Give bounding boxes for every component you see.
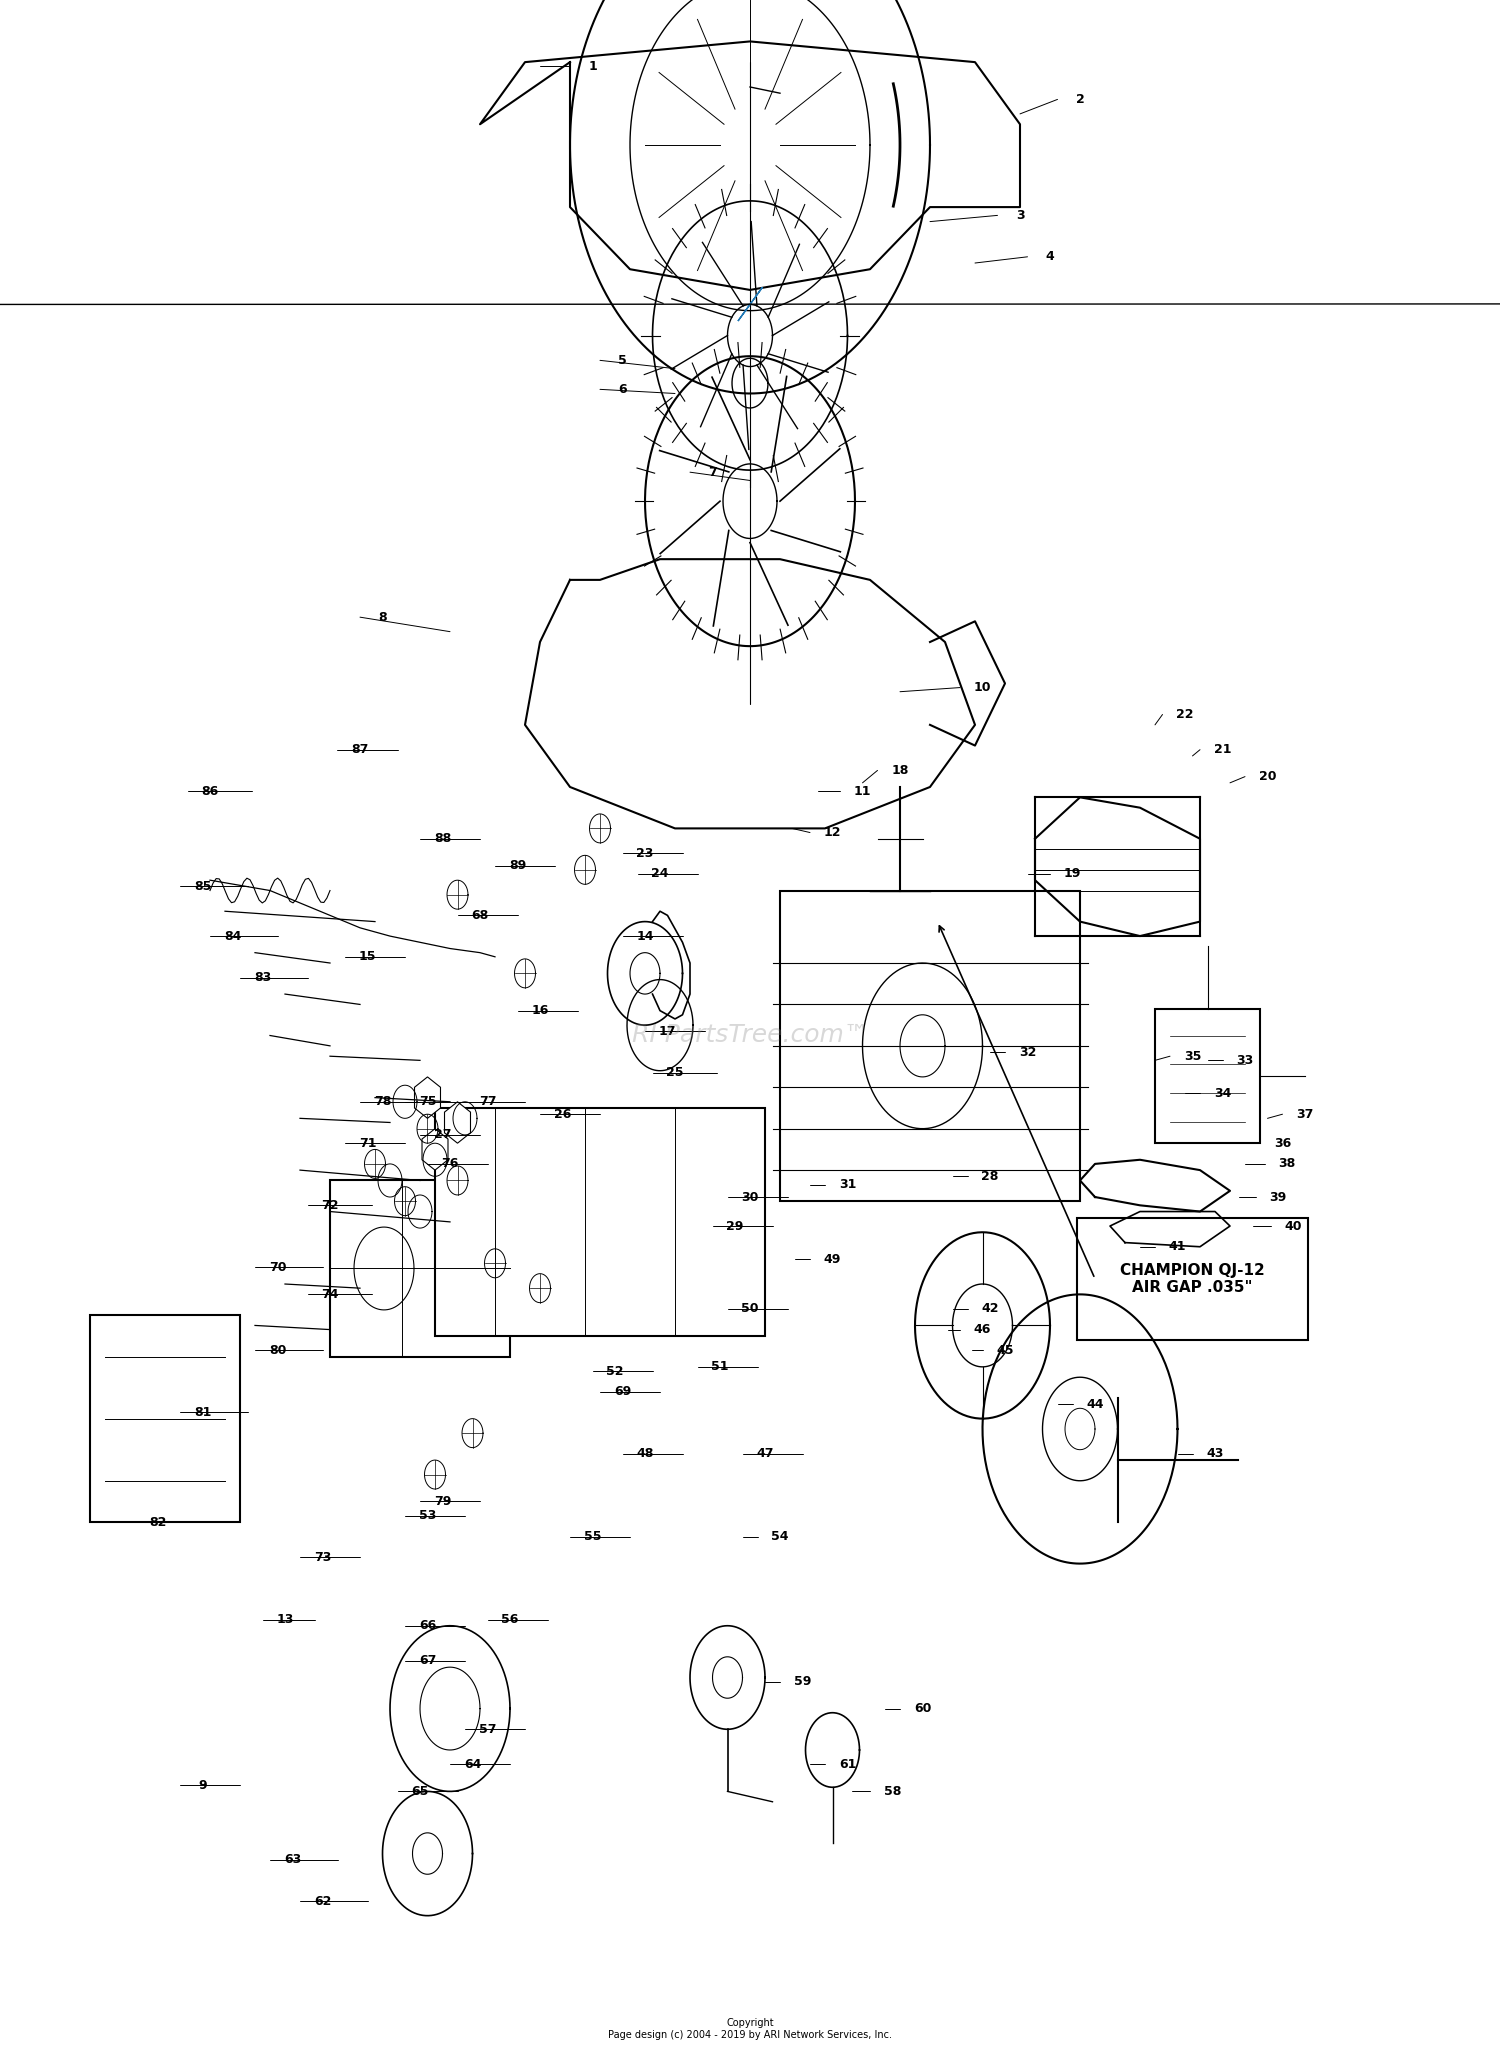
Text: 1: 1 (588, 60, 597, 72)
Text: 12: 12 (824, 826, 842, 839)
Text: 19: 19 (1064, 868, 1082, 880)
Text: 86: 86 (201, 785, 219, 797)
Text: 25: 25 (666, 1067, 684, 1079)
Text: 10: 10 (974, 681, 992, 694)
Text: 69: 69 (614, 1385, 632, 1398)
Text: 85: 85 (194, 880, 211, 893)
Text: 8: 8 (378, 611, 387, 623)
Text: 24: 24 (651, 868, 669, 880)
Text: 62: 62 (314, 1895, 332, 1907)
Text: 82: 82 (148, 1516, 166, 1528)
Text: 7: 7 (708, 466, 717, 478)
Text: 58: 58 (884, 1785, 902, 1798)
Text: 79: 79 (433, 1495, 451, 1508)
Text: 13: 13 (276, 1613, 294, 1626)
Text: 37: 37 (1296, 1108, 1314, 1120)
Bar (1155, 1009, 1260, 1143)
Text: 4: 4 (1046, 251, 1054, 263)
Text: 54: 54 (771, 1530, 789, 1543)
Text: 28: 28 (981, 1170, 999, 1183)
Text: 50: 50 (741, 1303, 759, 1315)
Text: 22: 22 (1176, 708, 1194, 721)
Text: 39: 39 (1269, 1191, 1287, 1203)
Text: 27: 27 (433, 1129, 451, 1141)
Text: 38: 38 (1278, 1158, 1296, 1170)
Text: 31: 31 (839, 1178, 856, 1191)
Text: 65: 65 (411, 1785, 429, 1798)
Text: 11: 11 (853, 785, 871, 797)
Text: 84: 84 (224, 930, 242, 942)
Text: 67: 67 (419, 1655, 436, 1667)
Text: 55: 55 (584, 1530, 602, 1543)
Text: 15: 15 (358, 951, 376, 963)
Text: 68: 68 (471, 909, 489, 922)
Bar (90, 1315, 240, 1522)
Text: 63: 63 (284, 1854, 302, 1866)
Text: 36: 36 (1274, 1137, 1292, 1149)
Text: 20: 20 (1258, 770, 1276, 783)
Text: 77: 77 (478, 1096, 496, 1108)
Text: 6: 6 (618, 383, 627, 396)
Text: 76: 76 (441, 1158, 459, 1170)
Text: 43: 43 (1206, 1448, 1224, 1460)
Text: 49: 49 (824, 1253, 842, 1265)
Text: 53: 53 (419, 1510, 436, 1522)
Text: 33: 33 (1236, 1054, 1254, 1067)
Text: 32: 32 (1019, 1046, 1036, 1058)
Text: 9: 9 (198, 1779, 207, 1791)
Text: 66: 66 (419, 1620, 436, 1632)
Text: 26: 26 (554, 1108, 572, 1120)
Text: 60: 60 (914, 1702, 932, 1715)
Text: 21: 21 (1214, 743, 1231, 756)
Text: 47: 47 (756, 1448, 774, 1460)
Text: Copyright
Page design (c) 2004 - 2019 by ARI Network Services, Inc.: Copyright Page design (c) 2004 - 2019 by… (608, 2019, 892, 2040)
Text: 45: 45 (996, 1344, 1014, 1357)
Text: 40: 40 (1284, 1220, 1302, 1232)
Text: 70: 70 (268, 1261, 286, 1274)
Text: 5: 5 (618, 354, 627, 367)
Text: 89: 89 (509, 859, 526, 872)
Text: 57: 57 (478, 1723, 496, 1735)
Text: 17: 17 (658, 1025, 676, 1038)
Text: 64: 64 (464, 1758, 482, 1771)
Text: 52: 52 (606, 1365, 624, 1377)
Text: 3: 3 (1016, 209, 1025, 222)
Text: 81: 81 (194, 1406, 211, 1419)
Text: 42: 42 (981, 1303, 999, 1315)
Text: 46: 46 (974, 1323, 992, 1336)
Bar (780, 891, 1080, 1201)
Text: 87: 87 (351, 743, 369, 756)
Text: 18: 18 (891, 764, 909, 777)
Text: 44: 44 (1086, 1398, 1104, 1410)
Text: 73: 73 (314, 1551, 332, 1564)
Text: 80: 80 (268, 1344, 286, 1357)
Text: 78: 78 (374, 1096, 392, 1108)
Bar (330, 1180, 510, 1357)
Text: 71: 71 (358, 1137, 376, 1149)
Text: 74: 74 (321, 1288, 339, 1301)
Text: 48: 48 (636, 1448, 654, 1460)
Text: 23: 23 (636, 847, 654, 859)
Text: 35: 35 (1184, 1050, 1202, 1062)
Bar (435, 1108, 765, 1336)
Text: 51: 51 (711, 1361, 729, 1373)
Text: 16: 16 (531, 1004, 549, 1017)
Text: 83: 83 (254, 971, 272, 984)
Text: 88: 88 (433, 833, 451, 845)
Text: RI PartsTree.com™: RI PartsTree.com™ (632, 1023, 868, 1048)
Text: 34: 34 (1214, 1087, 1231, 1100)
Text: 30: 30 (741, 1191, 759, 1203)
Text: 56: 56 (501, 1613, 519, 1626)
Text: 72: 72 (321, 1199, 339, 1212)
Text: 14: 14 (636, 930, 654, 942)
Text: CHAMPION QJ-12
AIR GAP .035": CHAMPION QJ-12 AIR GAP .035" (1120, 1263, 1264, 1294)
Text: 41: 41 (1168, 1241, 1186, 1253)
Text: 2: 2 (1076, 93, 1084, 106)
Text: 61: 61 (839, 1758, 856, 1771)
Text: 29: 29 (726, 1220, 744, 1232)
Text: 75: 75 (419, 1096, 436, 1108)
Text: 59: 59 (794, 1675, 812, 1688)
FancyBboxPatch shape (1077, 1218, 1308, 1340)
